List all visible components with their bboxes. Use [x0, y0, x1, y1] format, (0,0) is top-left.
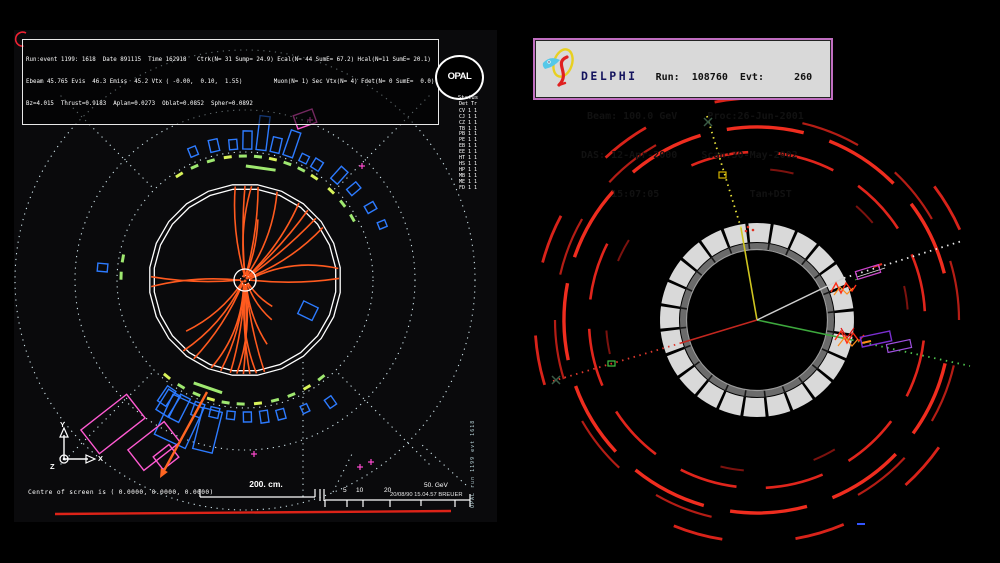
delphi-title: DELPHI [581, 69, 638, 83]
status-row: HS 1 1 [458, 160, 478, 167]
status-row: ME 1 1 [458, 178, 478, 185]
vertical-caption: OPAL run 1199 evt 1618 [470, 419, 476, 508]
jet-chamber-ring [149, 184, 341, 376]
axis-label-z: Z [50, 462, 55, 471]
gev-tick-10: 10 [356, 487, 364, 494]
outer-detector-arcs [534, 100, 962, 541]
status-row: CZ 1 1 [458, 119, 478, 126]
status-row: HT 1 1 [458, 155, 478, 162]
opal-event-header: Run:event 1199: 1618 Date 891115 Time 16… [22, 39, 439, 126]
delphi-event-header: DELPHI Run: 108760 Evt: 260 Beam: 100.0 … [533, 38, 833, 200]
opal-header-line3: Bz=4.015 Thrust=0.9183 Aplan=0.0273 Obla… [26, 101, 253, 108]
beam-pipe-center [233, 268, 257, 292]
track-markers [551, 117, 755, 385]
opal-logo-icon: OPAL [435, 55, 484, 100]
cm-scale-label: 200. cm. [249, 479, 283, 489]
status-row: TB 1 1 [458, 125, 478, 132]
opal-event-display[interactable] [14, 30, 497, 522]
status-row: CJ 1 1 [458, 113, 478, 120]
axis-label-y: Y [60, 420, 66, 429]
run-evt-line: DELPHI Run: 108760 Evt: 260 [581, 69, 831, 84]
scale-rulers [14, 31, 471, 516]
centre-of-screen-label: Centre of screen is ( 0.0000, 0.0000, 0.… [28, 489, 214, 496]
charged-tracks [150, 185, 340, 375]
status-row: HP 1 1 [458, 166, 478, 173]
gev-tick-5: 5 [343, 487, 347, 494]
time-tag-info: 15:07:05 Tan+DST [581, 189, 792, 200]
muon-chamber-boxes [79, 108, 374, 472]
particle-tracks [552, 112, 971, 382]
opal-panel[interactable]: Run:event 1199: 1618 Date 891115 Time 16… [14, 30, 497, 522]
delphi-header-text: DELPHI Run: 108760 Evt: 260 Beam: 100.0 … [581, 40, 831, 227]
muon-track-arrow [160, 391, 209, 478]
run-evt-info: Run: 108760 Evt: 260 [637, 72, 813, 83]
plot-timestamp: 20/08/90 15.04.57 BREUER [390, 492, 463, 498]
opal-logo-text: OPAL [447, 71, 472, 82]
ecal-presampler-hits [119, 154, 356, 406]
calorimeter-clusters [830, 263, 913, 525]
detector-status-list: Status Det Tr CV 1 1 CJ 1 1 CZ 1 1 TB 1 1 PB… [442, 95, 494, 192]
axis-label-x: X [98, 454, 104, 463]
barrel-calorimeter-ring [660, 223, 854, 417]
gev-tick-20: 20 [384, 487, 392, 494]
status-row: EE 1 1 [458, 149, 478, 156]
coordinate-axes-icon [59, 426, 97, 464]
beam-proc-info: Beam: 100.0 GeV Proc:26-Jun-2001 [581, 111, 804, 122]
status-title: Status [457, 95, 479, 101]
status-columns: Det Tr [458, 100, 478, 107]
status-row: FD 1 1 [458, 184, 478, 191]
status-rows: CV 1 1 CJ 1 1 CZ 1 1 TB 1 1 PB 1 1 PE 1 1 EB 1… [442, 107, 494, 192]
opal-header-line2: Ebeam 45.765 Evis 46.3 Emiss 45.2 Vtx ( … [26, 79, 435, 86]
gev-scale-label: 50. GeV [424, 482, 448, 489]
das-scan-info: DAS: 12-Apr-2000 Scan:30-May-2002 [581, 150, 798, 161]
status-row: CV 1 1 [458, 107, 478, 114]
status-row: EB 1 1 [458, 143, 478, 150]
opal-header-line1: Run:event 1199: 1618 Date 891115 Time 16… [26, 56, 431, 63]
status-row: MB 1 1 [458, 172, 478, 179]
status-row: PE 1 1 [458, 137, 478, 144]
calorimeter-energy-boxes [96, 114, 389, 455]
delphi-event-display[interactable] [505, 100, 1000, 562]
status-row: PB 1 1 [458, 131, 478, 138]
delphi-logo-icon [542, 48, 574, 87]
